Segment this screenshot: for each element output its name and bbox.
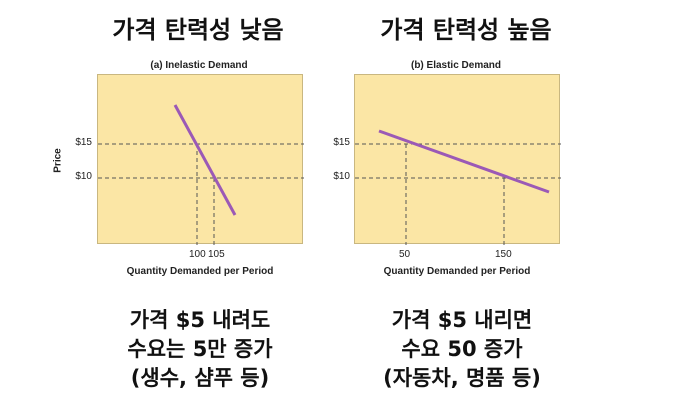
x-axis-label-elastic: Quantity Demanded per Period [383, 266, 531, 277]
caption-line: 가격 $5 내려도 [129, 308, 271, 332]
demand-line-inelastic [173, 104, 237, 216]
x-tick-label-100: 100 [189, 249, 206, 260]
demand-line-elastic [378, 129, 550, 194]
y-tick-label-10-right: $10 [333, 171, 350, 182]
caption-inelastic: 가격 $5 내려도 수요는 5만 증가 (생수, 샴푸 등) [70, 306, 330, 393]
y-tick-label-10-left: $10 [75, 171, 92, 182]
caption-line: 가격 $5 내리면 [391, 308, 533, 332]
caption-line: 수요 50 증가 [401, 337, 523, 361]
heading-inelastic: 가격 탄력성 낮음 [112, 16, 284, 44]
caption-line: (생수, 샴푸 등) [130, 366, 270, 390]
x-axis-label-inelastic: Quantity Demanded per Period [126, 266, 274, 277]
x-tick-label-150: 150 [495, 249, 512, 260]
caption-line: 수요는 5만 증가 [127, 337, 273, 361]
y-tick-label-15-right: $15 [333, 137, 350, 148]
x-tick-label-105: 105 [208, 249, 225, 260]
heading-elastic: 가격 탄력성 높음 [380, 16, 552, 44]
x-tick-label-50: 50 [399, 249, 411, 260]
chart-title-inelastic: (a) Inelastic Demand [150, 60, 248, 71]
caption-elastic: 가격 $5 내리면 수요 50 증가 (자동차, 명품 등) [332, 306, 592, 393]
plot-area-inelastic [97, 74, 304, 245]
chart-title-elastic: (b) Elastic Demand [410, 60, 502, 71]
caption-line: (자동차, 명품 등) [383, 366, 541, 390]
y-tick-label-15-left: $15 [75, 137, 92, 148]
plot-area-elastic [354, 74, 561, 245]
